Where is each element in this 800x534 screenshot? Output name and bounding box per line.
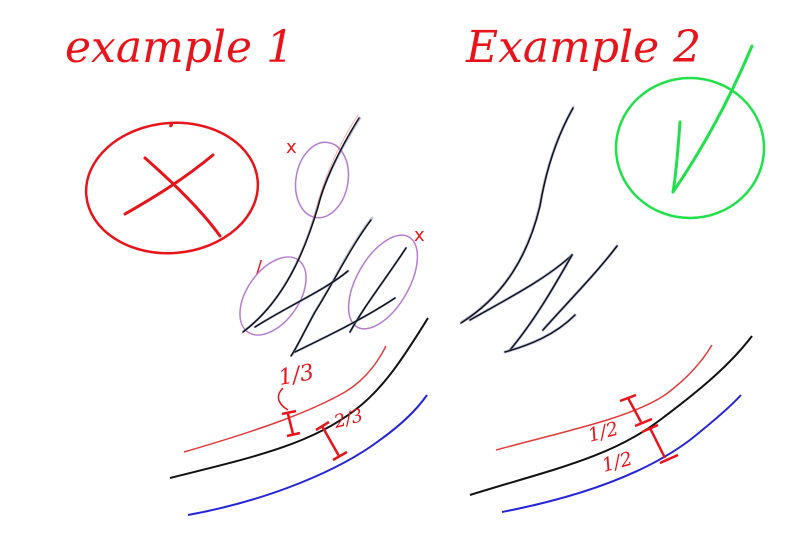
example-2-title: Example 2 — [465, 22, 701, 73]
offset-line-blue-1 — [187, 394, 428, 516]
checkmark-in-circle-icon — [614, 44, 766, 220]
measure-bracket-1-bottom — [315, 420, 348, 462]
ratio-pointer — [277, 387, 289, 411]
mark-x-right: x — [414, 225, 425, 246]
stroke-group-1 — [241, 114, 408, 357]
offset-line-red-2 — [495, 344, 713, 451]
ratio-label-1-bottom: 2/3 — [331, 405, 365, 433]
offset-line-black-1 — [169, 317, 429, 479]
cross-in-circle-icon — [84, 121, 260, 255]
measure-bracket-2-top — [619, 393, 653, 428]
offset-line-black-2 — [469, 335, 753, 496]
mark-slash: / — [256, 257, 263, 278]
example-2-panel: Example 2 — [459, 22, 766, 513]
stroke-group-2 — [459, 105, 619, 354]
measure-bracket-2-bottom — [641, 423, 679, 465]
offset-line-blue-2 — [501, 394, 742, 513]
ratio-label-2-top: 1/2 — [586, 418, 621, 447]
ratio-label-1-top: 1/3 — [277, 360, 316, 391]
example-1-title: example 1 — [65, 22, 294, 73]
measure-bracket-1-top — [281, 409, 301, 438]
mark-x-top: x — [286, 137, 297, 158]
guide-ellipse-top — [294, 141, 350, 219]
offset-line-red-1 — [183, 345, 387, 453]
guide-ellipse-right — [347, 234, 419, 330]
example-1-panel: example 1 x / x — [65, 22, 429, 516]
